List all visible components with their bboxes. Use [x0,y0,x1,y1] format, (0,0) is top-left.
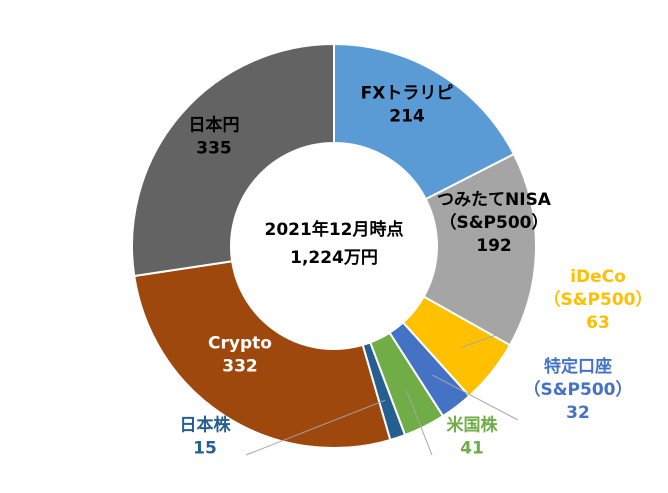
label-name-ideco: （S&P500） [543,289,652,310]
label-name-us-stocks: 米国株 [447,415,499,436]
label-fx-toraripi: FXトラリピ 214 [361,84,454,127]
label-value-ideco: 63 [586,313,610,333]
label-crypto: Crypto 332 [208,334,272,377]
label-name-tokutei-koza: （S&P500） [523,379,632,400]
label-name-tokutei-koza: 特定口座 [544,356,612,377]
label-value-tsumitate-nisa: 192 [476,236,512,256]
center-label-line-2: 1,224万円 [290,248,378,268]
label-jp-stocks: 日本株 15 [180,415,232,459]
label-value-us-stocks: 41 [460,439,484,459]
center-label-line-1: 2021年12月時点 [265,219,404,240]
label-value-tokutei-koza: 32 [566,403,590,423]
label-value-crypto: 332 [222,357,258,377]
leader-jp-stocks [245,399,386,456]
label-name-jp-stocks: 日本株 [180,415,232,436]
leader-us-stocks [406,391,433,456]
label-value-jpy-cash: 335 [196,139,232,159]
label-value-jp-stocks: 15 [193,439,217,459]
label-name-crypto: Crypto [208,334,272,354]
label-ideco: iDeCo （S&P500） 63 [543,267,652,333]
leader-lines [245,329,519,456]
slice-jpy-cash [131,42,335,278]
label-jpy-cash: 日本円 335 [189,115,240,159]
label-tsumitate-nisa: つみたてNISA （S&P500） 192 [437,190,552,256]
slice-fx-toraripi [333,42,516,201]
label-name-jpy-cash: 日本円 [189,115,240,136]
leader-ideco [460,329,511,349]
label-name-ideco: iDeCo [570,267,626,287]
leader-tokutei-koza [432,374,519,421]
label-us-stocks: 米国株 41 [447,415,499,459]
donut-slices [131,42,537,449]
slice-crypto [133,260,392,449]
label-name-tsumitate-nisa: （S&P500） [439,212,548,233]
label-name-tsumitate-nisa: つみたてNISA [437,190,552,210]
label-tokutei-koza: 特定口座（S&P500） 32 [523,356,632,423]
label-name-fx-toraripi: FXトラリピ [361,84,454,104]
label-value-fx-toraripi: 214 [389,107,425,127]
